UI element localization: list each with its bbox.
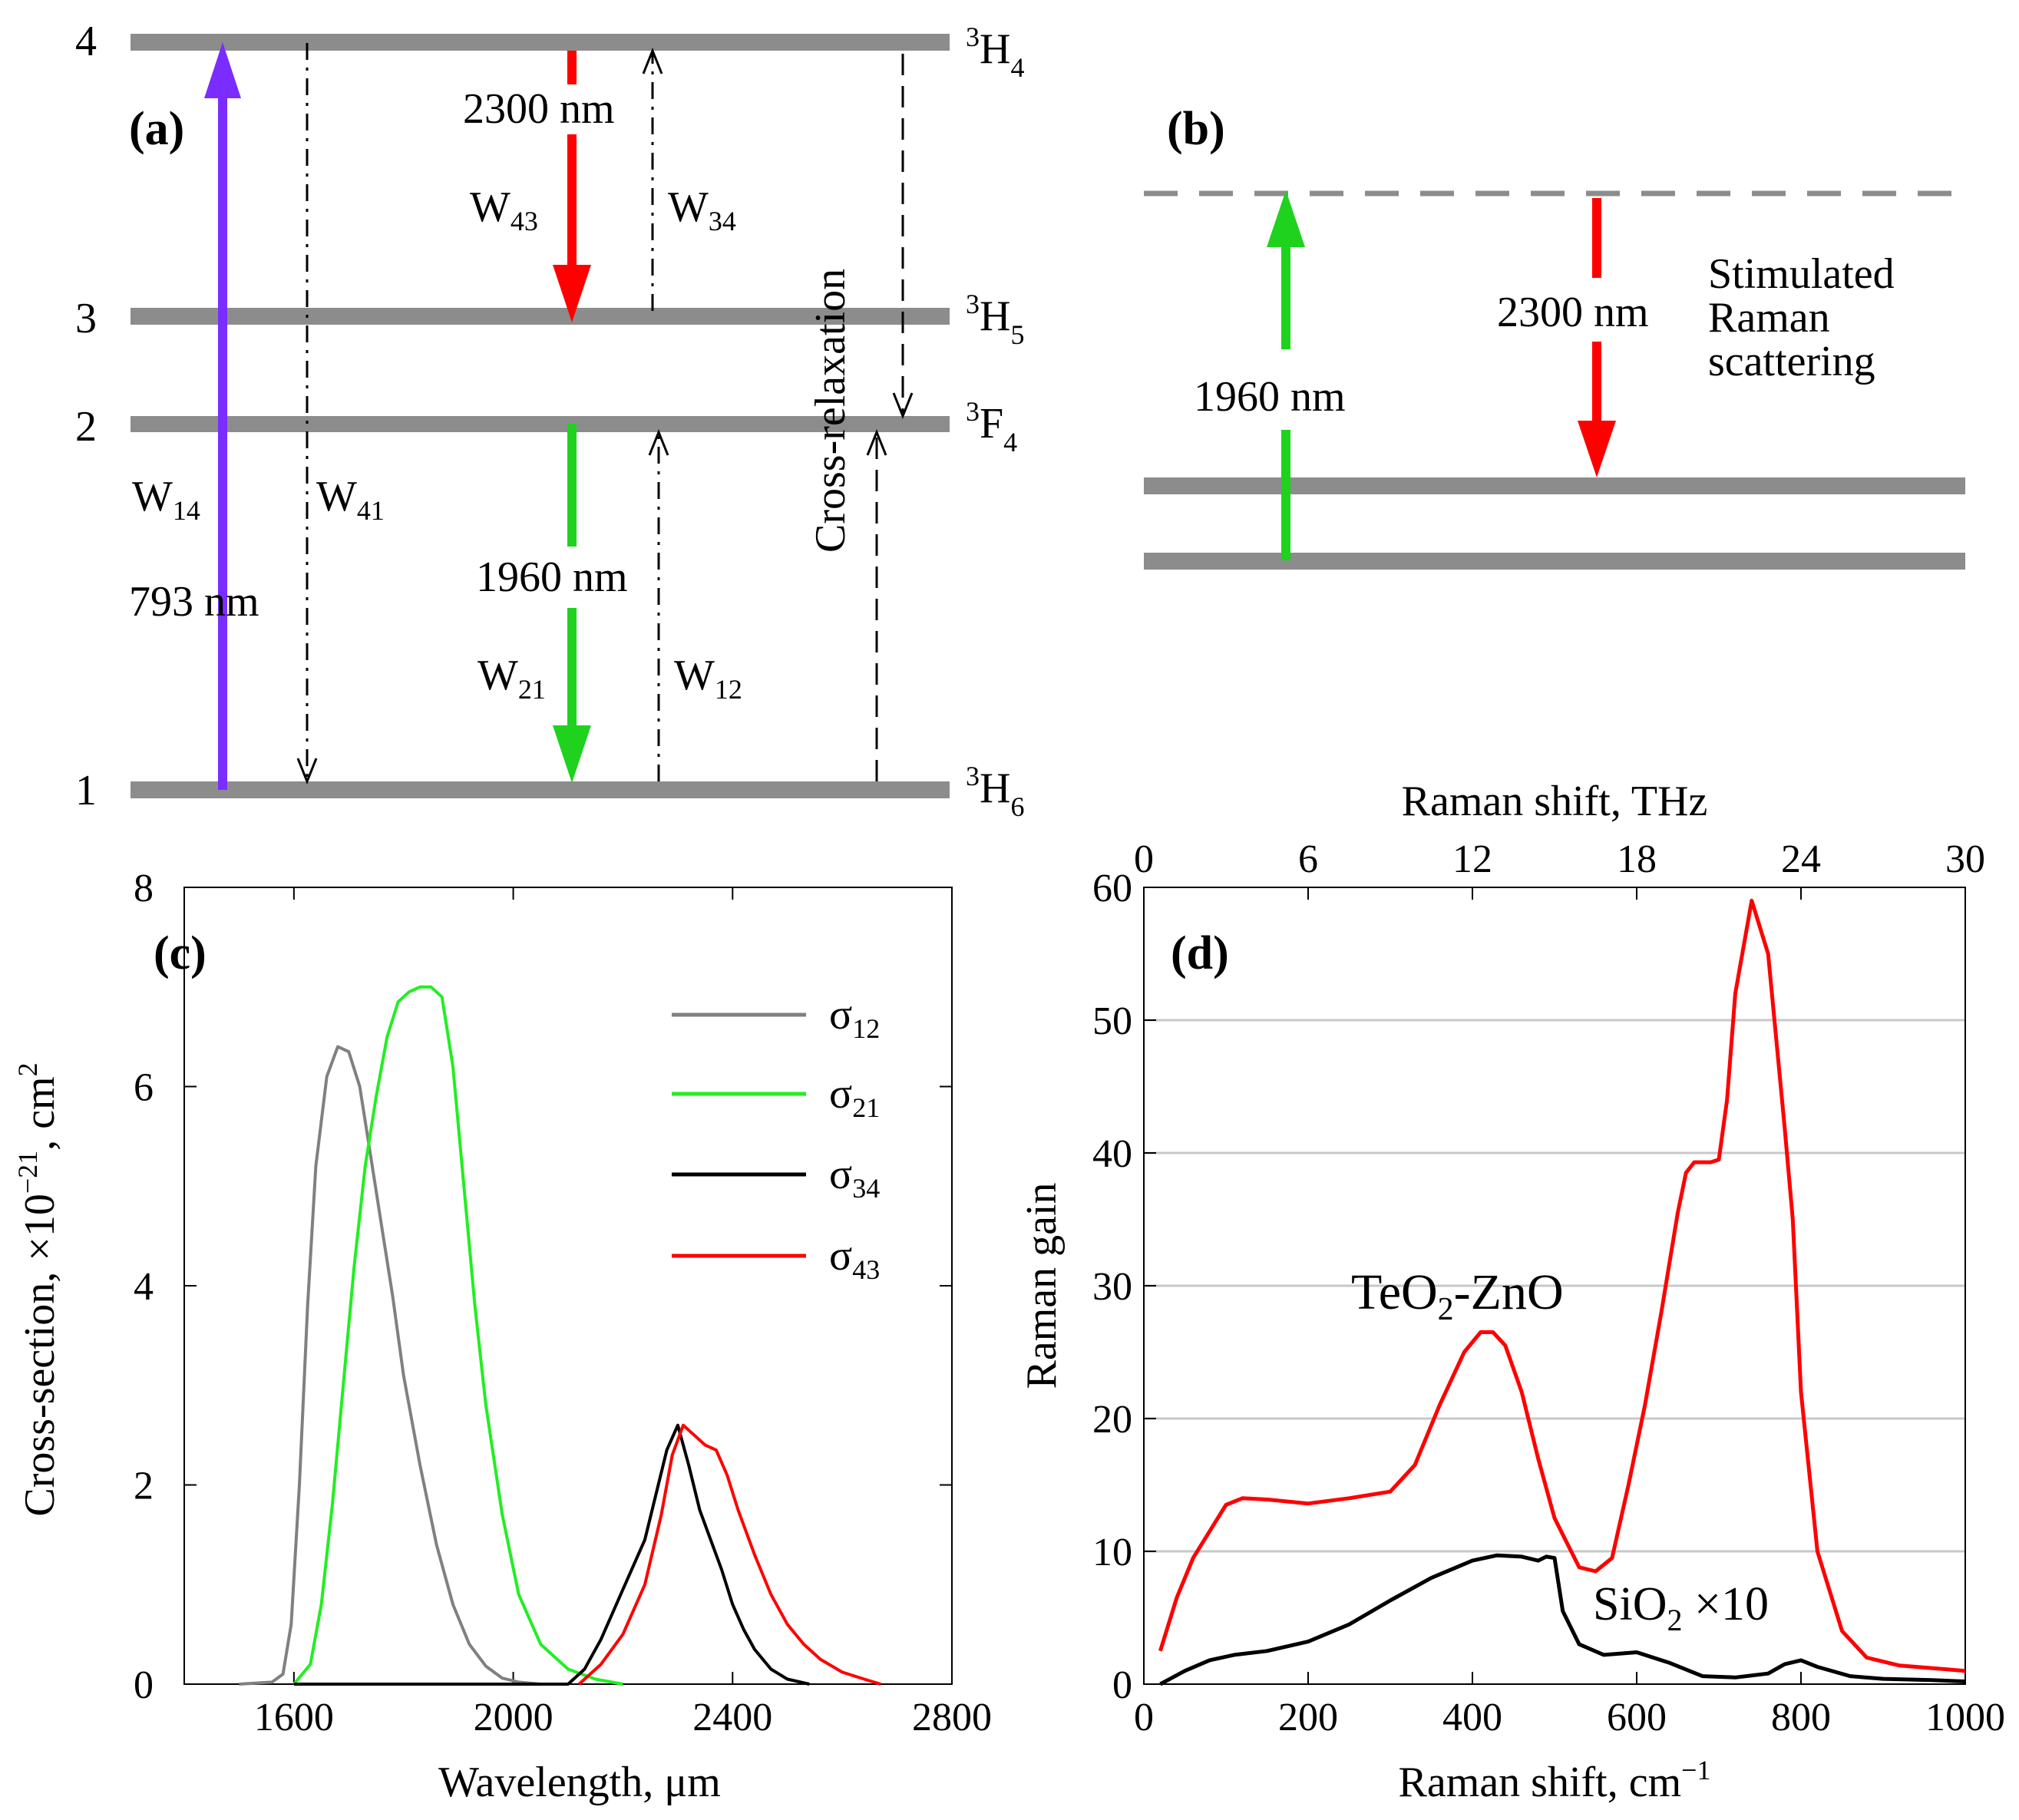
d-xtick-label: 200 bbox=[1278, 1696, 1338, 1739]
c-ytick-label: 0 bbox=[134, 1663, 154, 1707]
chart-c-series bbox=[239, 985, 881, 1686]
pump-wavelength-label: 793 nm bbox=[129, 578, 259, 626]
cross-relaxation-down-head bbox=[892, 392, 914, 420]
w34-label: W34 bbox=[668, 183, 736, 236]
d-xtick-label: 800 bbox=[1771, 1696, 1831, 1739]
panel-b-label: (b) bbox=[1167, 103, 1225, 155]
panel-a-label: (a) bbox=[129, 103, 184, 155]
sio2-series-label: SiO2 ×10 bbox=[1593, 1578, 1769, 1637]
legend-sigma43-text: σ43 bbox=[829, 1232, 880, 1285]
w12-arrow-head bbox=[648, 428, 669, 456]
d-xtick-label: 600 bbox=[1607, 1696, 1667, 1739]
legend-sigma12-text: σ12 bbox=[829, 991, 880, 1044]
teo2-zno-series-label: TeO2-ZnO bbox=[1351, 1264, 1564, 1327]
d-top-xtick-label: 24 bbox=[1781, 837, 1821, 881]
w14-label: W14 bbox=[132, 473, 200, 526]
chart-d-ticks: 0 200 400 600 800 1000 0 6 12 18 24 30 0 10 20 30 40 50 60 bbox=[1092, 837, 2005, 1739]
w41-label: W41 bbox=[316, 473, 385, 526]
srs-line-1: Stimulated bbox=[1708, 250, 1895, 298]
c-xtick-label: 2400 bbox=[692, 1696, 772, 1739]
d-series-line-0 bbox=[1158, 898, 1966, 1673]
c-series-line-2 bbox=[293, 1423, 810, 1686]
srs-line-3: scattering bbox=[1708, 338, 1875, 385]
d-ytick-label: 20 bbox=[1092, 1398, 1132, 1442]
d-xtick-label: 400 bbox=[1442, 1696, 1502, 1739]
chart-c-legend: σ12 σ21 σ34 σ43 bbox=[672, 991, 880, 1285]
d-series-line-1 bbox=[1159, 1553, 1966, 1686]
level-1-number: 1 bbox=[75, 767, 97, 814]
c-xtick-label: 1600 bbox=[254, 1696, 334, 1739]
chart-d-grid bbox=[1144, 1019, 1965, 1553]
chart-d-ylabel: Raman gain bbox=[1018, 1182, 1066, 1389]
c-ytick-label: 2 bbox=[134, 1465, 154, 1508]
chart-d-xlabel: Raman shift, cm−1 bbox=[1399, 1755, 1711, 1806]
level-3-bar bbox=[131, 308, 950, 325]
d-top-xtick-label: 18 bbox=[1617, 837, 1657, 881]
legend-sigma21-text: σ21 bbox=[829, 1070, 880, 1123]
w41-arrow-head bbox=[296, 758, 318, 785]
d-xtick-label: 1000 bbox=[1925, 1696, 2005, 1739]
chart-c-ticks: 1600 2000 2400 2800 0 2 4 6 8 bbox=[134, 867, 992, 1739]
w34-arrow-head bbox=[642, 47, 663, 74]
cross-relaxation-label: Cross-relaxation bbox=[807, 269, 854, 553]
c-ytick-label: 4 bbox=[134, 1265, 154, 1309]
c-ytick-label: 8 bbox=[134, 867, 154, 910]
d-ytick-label: 10 bbox=[1092, 1531, 1132, 1574]
b-green-arrow-head bbox=[1267, 190, 1305, 247]
panel-a-energy-levels: 1 2 3 4 3H6 3F4 3H5 3H4 (a) W14 793 nm W… bbox=[75, 18, 1024, 822]
panel-c-label: (c) bbox=[154, 927, 207, 979]
b-red-arrow-head bbox=[1578, 421, 1616, 477]
pump-arrow-head bbox=[204, 42, 241, 98]
d-top-xtick-label: 6 bbox=[1298, 837, 1318, 881]
red-arrow-head bbox=[553, 265, 591, 322]
lower-level-lower-bar bbox=[1144, 553, 1965, 570]
panel-b-raman-scheme: (b) 1960 nm 2300 nm Stimulated Raman sca… bbox=[1144, 103, 1965, 570]
d-ytick-label: 60 bbox=[1092, 867, 1132, 910]
lower-level-upper-bar bbox=[1144, 477, 1965, 494]
c-xtick-label: 2000 bbox=[474, 1696, 553, 1739]
w43-label: W43 bbox=[470, 183, 538, 236]
panel-d-raman-gain-chart: 0 200 400 600 800 1000 0 6 12 18 24 30 0 10 20 30 40 50 60… bbox=[1018, 778, 2005, 1806]
w12-label: W12 bbox=[674, 652, 742, 705]
panel-d-label: (d) bbox=[1171, 927, 1229, 979]
panel-c-cross-section-chart: 1600 2000 2400 2800 0 2 4 6 8 (c) Wavelength, μm… bbox=[12, 867, 992, 1806]
srs-line-2: Raman bbox=[1708, 294, 1830, 342]
d-xtick-label: 0 bbox=[1134, 1696, 1154, 1739]
chart-d-series bbox=[1158, 898, 1966, 1686]
w21-label: W21 bbox=[477, 652, 546, 705]
chart-d-top-axis-label: Raman shift, THz bbox=[1402, 778, 1708, 825]
level-name-3H5: 3H5 bbox=[966, 289, 1024, 350]
c-series-line-3 bbox=[577, 1423, 881, 1686]
c-xtick-label: 2800 bbox=[912, 1696, 992, 1739]
c-series-line-1 bbox=[292, 985, 623, 1686]
chart-c-ylabel: Cross-section, ×10−21, cm2 bbox=[12, 1062, 64, 1516]
green-wavelength-label: 1960 nm bbox=[476, 553, 628, 601]
cross-relaxation-up-head bbox=[866, 428, 887, 456]
d-top-xtick-label: 0 bbox=[1134, 837, 1154, 881]
level-1-bar bbox=[131, 781, 950, 798]
red-wavelength-label: 2300 nm bbox=[463, 85, 615, 133]
chart-c-xlabel: Wavelength, μm bbox=[438, 1759, 721, 1806]
level-4-number: 4 bbox=[75, 18, 97, 65]
level-3-number: 3 bbox=[75, 295, 97, 342]
c-series-line-0 bbox=[239, 1045, 541, 1686]
d-ytick-label: 0 bbox=[1112, 1663, 1132, 1707]
b-green-wavelength-label: 1960 nm bbox=[1194, 373, 1346, 421]
level-2-number: 2 bbox=[75, 403, 97, 451]
level-name-3F4: 3F4 bbox=[966, 396, 1017, 457]
level-name-3H6: 3H6 bbox=[966, 761, 1024, 822]
c-ytick-label: 6 bbox=[134, 1066, 154, 1110]
d-top-xtick-label: 12 bbox=[1452, 837, 1492, 881]
d-ytick-label: 30 bbox=[1092, 1265, 1132, 1309]
d-top-xtick-label: 30 bbox=[1945, 837, 1985, 881]
level-name-3H4: 3H4 bbox=[966, 21, 1024, 83]
d-ytick-label: 50 bbox=[1092, 999, 1132, 1043]
level-2-bar bbox=[131, 416, 950, 432]
d-ytick-label: 40 bbox=[1092, 1132, 1132, 1176]
legend-sigma34-text: σ34 bbox=[829, 1151, 880, 1204]
level-4-bar bbox=[131, 34, 950, 51]
green-arrow-head bbox=[553, 725, 591, 783]
b-red-wavelength-label: 2300 nm bbox=[1497, 289, 1649, 336]
